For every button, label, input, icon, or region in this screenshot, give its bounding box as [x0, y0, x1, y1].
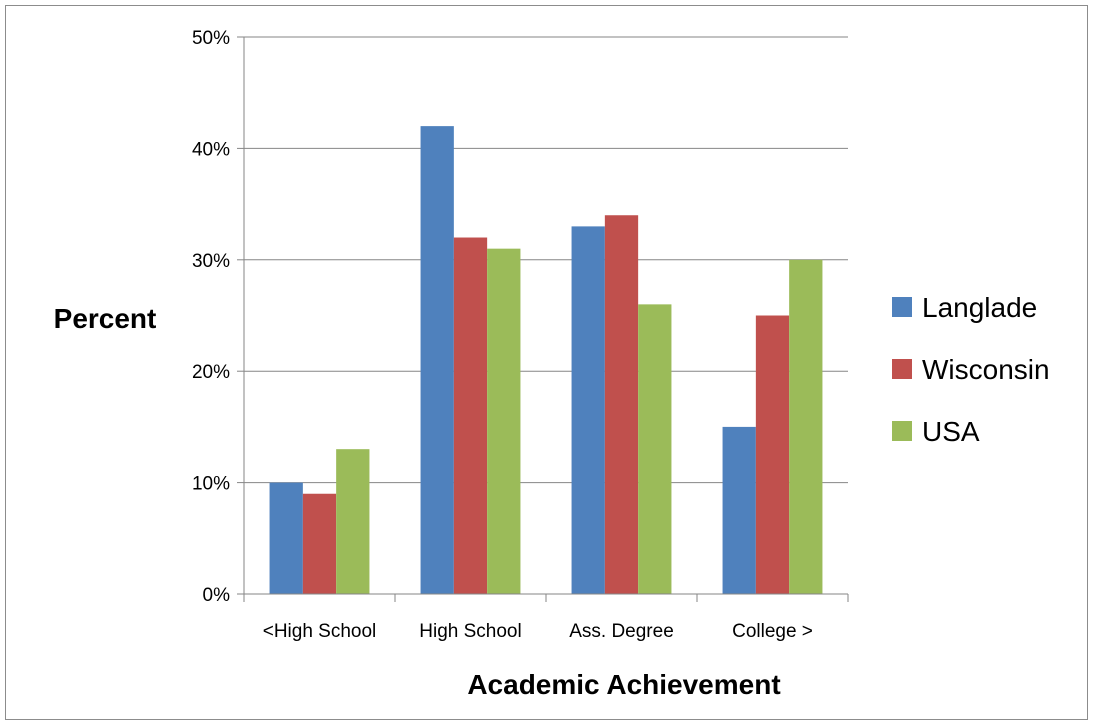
bar-wisconsin — [453, 237, 488, 594]
x-tick-labels: <High School High School Ass. Degree Colleg… — [263, 621, 813, 642]
y-tick-label: 30% — [192, 251, 230, 272]
x-axis-title: Academic Achievement — [467, 669, 780, 700]
legend: Langlade Wisconsin USA — [892, 292, 1050, 447]
x-tick-label: College > — [732, 621, 813, 642]
bar-usa — [789, 259, 823, 594]
x-tick-label: <High School — [263, 621, 377, 642]
legend-swatch — [892, 359, 912, 379]
y-axis-title: Percent — [54, 303, 157, 334]
y-tick-label: 0% — [203, 585, 231, 606]
y-tick-label: 40% — [192, 139, 230, 160]
y-tick-label: 10% — [192, 474, 230, 495]
x-tick-label: High School — [419, 621, 521, 642]
legend-label: Langlade — [922, 292, 1037, 323]
axes — [237, 36, 849, 602]
bar-langlade — [571, 226, 605, 594]
bar-langlade — [269, 482, 303, 594]
chart-border — [5, 5, 1088, 720]
y-tick-label: 50% — [192, 28, 230, 49]
y-tick-label: 20% — [192, 362, 230, 383]
bars — [269, 126, 823, 595]
bar-langlade — [420, 126, 454, 595]
bar-langlade — [722, 426, 756, 594]
y-tick-labels: 0% 10% 20% 30% 40% 50% — [192, 28, 230, 606]
bar-usa — [487, 248, 521, 594]
legend-swatch — [892, 421, 912, 441]
bar-usa — [336, 449, 370, 594]
x-tick-label: Ass. Degree — [569, 621, 674, 642]
legend-label: Wisconsin — [922, 354, 1050, 385]
bar-wisconsin — [755, 315, 790, 594]
legend-swatch — [892, 297, 912, 317]
bar-wisconsin — [604, 215, 639, 595]
bar-usa — [638, 304, 672, 594]
legend-label: USA — [922, 416, 980, 447]
bar-wisconsin — [302, 493, 337, 594]
